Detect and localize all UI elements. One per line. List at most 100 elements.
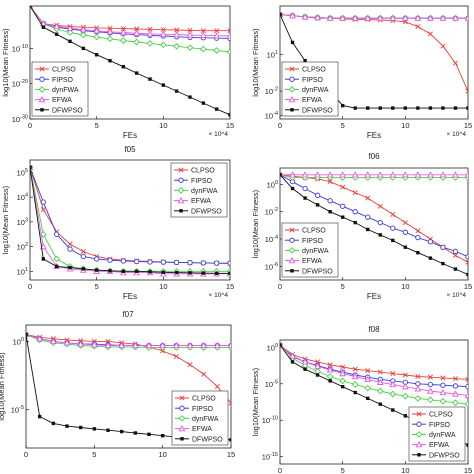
data-point (147, 26, 153, 32)
y-tick-label: 10-30 (12, 115, 28, 125)
data-point (228, 400, 231, 406)
x-tick-label: 5 (95, 282, 99, 291)
data-point (81, 267, 86, 271)
data-point (389, 380, 397, 388)
x-tick-label: 5 (341, 121, 345, 130)
data-point (327, 362, 333, 368)
legend-label-dynfwa: dynFWA (429, 432, 456, 439)
y-tick-label: 10-15 (262, 452, 278, 462)
data-point (464, 400, 468, 408)
legend-marker-efwa (38, 96, 46, 103)
legend-label-dfwpso: DFWPSO (191, 208, 222, 215)
chart-panel-6: f08 100 10-5 10-10 10-150 5 10 15 log10(Mean Fit… (251, 325, 472, 474)
data-point (174, 259, 180, 266)
series-line-fipso (30, 6, 230, 39)
series-line-dynfwa (30, 6, 230, 53)
data-point (54, 32, 59, 36)
data-point (415, 228, 421, 234)
data-point (68, 39, 72, 44)
data-point (340, 184, 346, 190)
data-point (66, 29, 74, 36)
data-point (340, 203, 346, 209)
data-point (67, 246, 73, 252)
data-point (214, 271, 219, 276)
series-dfwpso (30, 6, 230, 117)
data-point (201, 371, 207, 377)
data-point (79, 26, 87, 33)
data-point (326, 366, 334, 373)
legend-label-dfwpso: DFWPSO (302, 107, 333, 114)
data-point (280, 343, 282, 347)
data-point (119, 28, 127, 36)
data-point (414, 395, 422, 402)
data-point (147, 259, 153, 265)
x-axis-label: FEs (367, 131, 381, 140)
legend-label-dynfwa: dynFWA (191, 188, 218, 195)
x-tick-label: 5 (341, 282, 345, 291)
data-point (213, 32, 221, 39)
data-point (453, 267, 458, 271)
data-point (160, 434, 165, 438)
series-dynfwa (280, 341, 468, 408)
data-point (229, 438, 231, 442)
legend-label-clpso: CLPSO (192, 396, 216, 403)
data-point (159, 341, 167, 349)
y-tick-label: 100 (267, 180, 278, 190)
series-efwa (280, 341, 468, 399)
data-point (352, 209, 358, 215)
data-point (280, 173, 282, 177)
data-point (452, 248, 459, 254)
data-point (326, 14, 334, 21)
legend-marker-efwa (288, 96, 296, 103)
y-axis-label: log10(Mean Fitness) (1, 28, 10, 97)
data-point (327, 179, 333, 185)
data-point (227, 260, 230, 266)
data-point (402, 229, 408, 235)
legend: CLPSO FIPSO dynFWA EFWA DFWPSO (281, 61, 339, 117)
data-point (214, 107, 219, 111)
legend-label-clpso: CLPSO (429, 412, 453, 419)
legend-marker-dynfwa (288, 247, 296, 254)
legend-marker-fipso (416, 421, 422, 427)
data-point (53, 255, 61, 263)
x-tick-label: 5 (95, 121, 99, 130)
x-tick-label: 15 (226, 282, 234, 291)
data-point (389, 14, 397, 21)
data-point (401, 14, 409, 21)
legend-label-efwa: EFWA (191, 198, 211, 205)
data-point (452, 60, 458, 66)
data-point (465, 254, 468, 260)
data-point (364, 14, 372, 21)
y-tick-label: 104 (17, 193, 28, 203)
data-point (213, 47, 221, 54)
legend-marker-dynfwa (38, 86, 46, 93)
data-point (391, 238, 395, 243)
data-point (415, 373, 421, 379)
data-point (366, 106, 370, 110)
data-point (30, 165, 32, 170)
data-point (106, 35, 114, 43)
data-point (80, 253, 86, 260)
legend-label-clpso: CLPSO (302, 67, 326, 74)
legend-label-clpso: CLPSO (302, 228, 326, 235)
data-point (376, 387, 384, 395)
series-line-efwa (280, 14, 468, 19)
legend: CLPSO FIPSO dynFWA EFWA DFWPSO (31, 61, 89, 117)
data-point (339, 14, 347, 21)
data-point (303, 196, 307, 200)
y-tick-label: 10-5 (265, 379, 278, 389)
data-point (466, 272, 468, 277)
series-line-fipso (280, 174, 468, 258)
data-point (289, 171, 296, 178)
chart-panel-3: f05 101 102 103 104 105 0 5 10 15 FEs × 10^4 log10(M… (1, 145, 234, 301)
data-point (352, 190, 358, 196)
data-point (145, 341, 153, 349)
data-point (134, 269, 139, 274)
data-point (378, 402, 382, 406)
data-point (80, 249, 86, 255)
x-tick-label: 10 (158, 450, 166, 459)
data-point (26, 332, 28, 337)
legend-label-fipso: FIPSO (302, 77, 324, 84)
data-point (452, 14, 459, 21)
series-dfwpso (30, 165, 230, 276)
